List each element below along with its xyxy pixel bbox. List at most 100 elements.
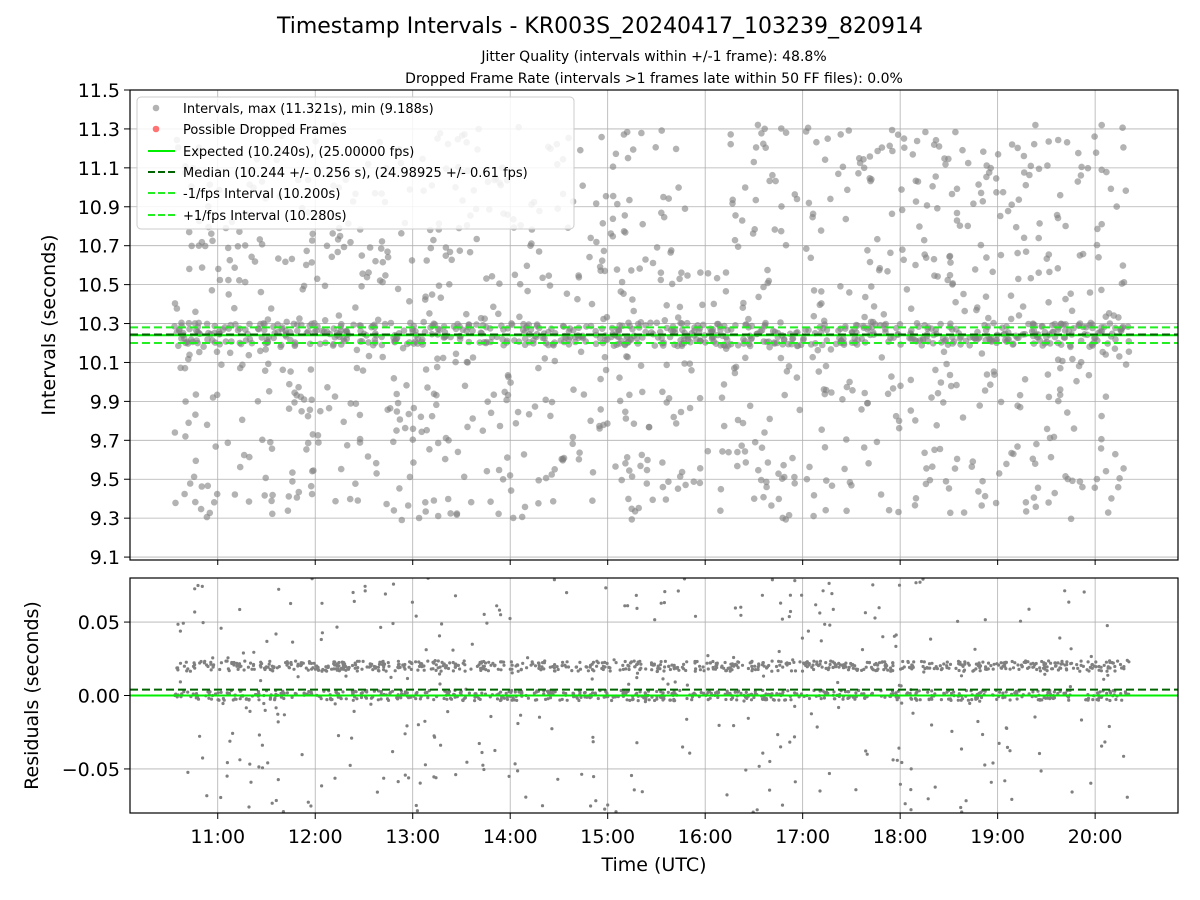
residual-point xyxy=(844,661,848,665)
residual-point xyxy=(453,594,458,598)
interval-point xyxy=(356,411,364,419)
residual-point xyxy=(1020,664,1024,669)
chart-subtitle-dropped: Dropped Frame Rate (intervals >1 frames … xyxy=(405,71,903,87)
residual-point xyxy=(662,669,666,673)
interval-point xyxy=(516,313,523,321)
interval-point xyxy=(197,505,205,513)
interval-point xyxy=(1089,321,1096,328)
residual-point xyxy=(963,660,967,664)
residual-point xyxy=(1114,697,1118,702)
residual-point xyxy=(182,664,186,668)
residual-point xyxy=(241,651,245,655)
interval-point xyxy=(953,209,961,217)
interval-point xyxy=(408,257,416,264)
interval-point xyxy=(668,247,675,254)
residual-point xyxy=(1001,691,1005,695)
interval-point xyxy=(845,127,853,134)
interval-point xyxy=(907,407,915,414)
interval-point xyxy=(1078,163,1085,171)
y-tick-label: 9.1 xyxy=(90,547,120,569)
residual-point xyxy=(818,789,822,793)
interval-point xyxy=(332,497,339,505)
interval-point xyxy=(426,446,433,453)
residual-point xyxy=(438,672,442,676)
residual-point xyxy=(672,697,676,701)
residual-point xyxy=(535,698,539,702)
interval-point xyxy=(1032,503,1040,511)
interval-point xyxy=(755,293,762,301)
residual-point xyxy=(788,609,793,614)
residual-point xyxy=(238,697,242,701)
residual-point xyxy=(448,661,452,665)
residual-point xyxy=(1097,664,1101,669)
interval-point xyxy=(761,429,768,436)
interval-point xyxy=(699,301,706,309)
interval-point xyxy=(960,290,967,298)
interval-point xyxy=(215,265,222,273)
interval-point xyxy=(649,496,656,504)
residual-point xyxy=(1094,660,1098,664)
residual-point xyxy=(526,696,531,700)
residual-point xyxy=(560,697,564,702)
interval-point xyxy=(789,335,796,343)
interval-point xyxy=(983,254,990,261)
interval-point xyxy=(937,320,944,328)
residual-point xyxy=(966,698,971,702)
interval-point xyxy=(846,289,853,296)
interval-point xyxy=(778,203,785,210)
interval-point xyxy=(986,336,993,343)
residual-point xyxy=(217,698,221,702)
residual-point xyxy=(225,659,229,663)
interval-point xyxy=(1093,241,1101,249)
residual-point xyxy=(320,601,324,605)
interval-point xyxy=(409,425,417,433)
residual-point xyxy=(820,665,824,669)
interval-point xyxy=(469,415,477,422)
residual-point xyxy=(777,698,781,702)
interval-point xyxy=(248,253,255,261)
residual-point xyxy=(1106,673,1110,677)
residual-point xyxy=(485,621,489,625)
interval-point xyxy=(807,254,815,262)
interval-point xyxy=(876,264,884,272)
residual-point xyxy=(624,667,628,671)
residual-point xyxy=(570,669,574,673)
interval-point xyxy=(741,448,749,455)
interval-point xyxy=(678,269,685,277)
residual-point xyxy=(405,724,409,728)
residual-point xyxy=(770,669,774,673)
interval-point xyxy=(740,299,747,307)
residual-point xyxy=(231,731,235,736)
residual-point xyxy=(416,723,420,727)
residual-point xyxy=(823,622,827,626)
interval-point xyxy=(622,460,629,467)
interval-point xyxy=(674,314,682,321)
residual-point xyxy=(382,662,387,666)
interval-point xyxy=(487,409,495,417)
residual-point xyxy=(860,648,865,652)
interval-point xyxy=(185,228,193,236)
residual-point xyxy=(750,664,754,669)
residual-point xyxy=(1048,696,1053,700)
residual-point xyxy=(272,665,276,669)
interval-point xyxy=(469,327,476,335)
residual-point xyxy=(247,697,251,702)
residual-point xyxy=(1013,661,1017,665)
interval-point xyxy=(225,325,232,332)
residual-point xyxy=(661,691,665,695)
interval-point xyxy=(677,319,684,327)
interval-point xyxy=(1098,412,1105,420)
interval-point xyxy=(722,288,730,295)
interval-point xyxy=(922,128,929,136)
residual-point xyxy=(1054,664,1058,668)
interval-point xyxy=(897,382,904,390)
interval-point xyxy=(1110,312,1118,319)
interval-point xyxy=(657,269,665,277)
interval-point xyxy=(473,235,481,243)
interval-point xyxy=(997,212,1004,220)
residual-point xyxy=(736,666,740,670)
interval-point xyxy=(518,513,526,521)
interval-point xyxy=(901,144,908,151)
interval-point xyxy=(1020,169,1028,176)
interval-point xyxy=(379,258,387,266)
